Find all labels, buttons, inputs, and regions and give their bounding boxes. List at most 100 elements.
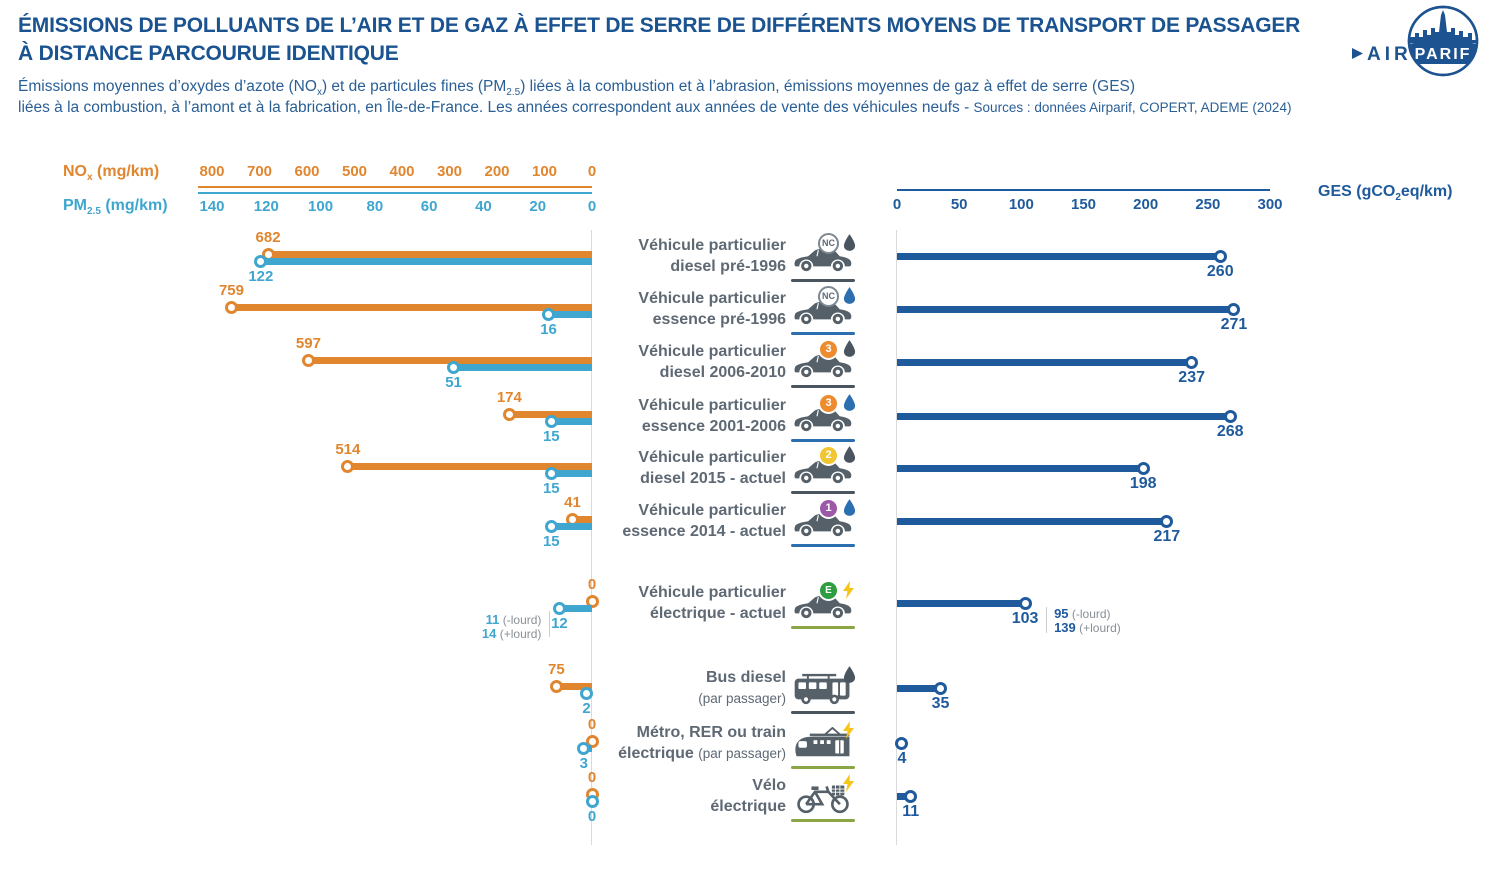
- nox-point: [301, 354, 315, 367]
- ges-value: 103: [1011, 610, 1039, 627]
- underline: [791, 766, 855, 769]
- nox-bar: [509, 411, 592, 418]
- ges-bar: [897, 306, 1234, 313]
- ges-bar: [897, 413, 1231, 420]
- pm-bar: [260, 258, 592, 265]
- ges-value: 11: [902, 803, 920, 820]
- row-label: Véhicule particulier diesel 2006-2010: [638, 343, 786, 381]
- pm-bar: [559, 605, 592, 612]
- underline: [791, 819, 855, 822]
- ges-point: [895, 737, 909, 750]
- ges-note-divider: [1046, 607, 1048, 633]
- critair-badge: 3: [818, 339, 839, 360]
- critair-badge: 3: [818, 393, 839, 414]
- fuel-droplet-icon: [843, 499, 856, 521]
- pm-bar: [551, 470, 592, 477]
- pm-tick: 60: [420, 198, 438, 215]
- nox-tick: 0: [587, 163, 597, 180]
- row-label: Véhicule particulier essence 2014 - actue…: [622, 502, 786, 540]
- airparif-logo: AIR PARIF: [1352, 5, 1479, 77]
- row-label: Bus diesel (par passager): [698, 669, 786, 706]
- pm-value: 0: [587, 808, 597, 825]
- underline: [791, 626, 855, 629]
- nox-axis-line: [198, 186, 592, 188]
- ges-bar: [897, 518, 1167, 525]
- underline: [791, 279, 855, 282]
- pm-value: 122: [248, 268, 274, 285]
- ges-value: 35: [931, 695, 950, 712]
- transport-row: 268 174 15 Véhicule particulier essence 2001…: [0, 378, 1494, 462]
- nox-bar: [572, 516, 592, 523]
- lightning-icon: [843, 581, 855, 604]
- ges-value: 271: [1220, 316, 1248, 333]
- pm-tick: 140: [199, 198, 225, 215]
- nox-tick: 600: [294, 163, 320, 180]
- row-label: Véhicule particulier essence 2001-2006: [638, 397, 786, 435]
- ges-value: 260: [1206, 263, 1234, 280]
- nox-point: [549, 680, 563, 693]
- transport-row: 4 0 3 Métro, RER ou train électrique (par pa…: [0, 705, 1494, 789]
- ges-tick: 200: [1133, 196, 1159, 213]
- nox-point: [502, 408, 516, 421]
- nox-tick: 700: [246, 163, 273, 180]
- nox-bar: [268, 251, 592, 258]
- nox-value: 0: [587, 769, 597, 786]
- ges-value: 268: [1216, 423, 1244, 440]
- fuel-droplet-icon: [843, 446, 856, 468]
- svg-text:AIR: AIR: [1367, 44, 1412, 65]
- row-label: Véhicule particulier diesel pré-1996: [638, 237, 786, 275]
- paris-skyline-icon: [1410, 10, 1476, 64]
- pm-point: [542, 308, 556, 321]
- ges-point: [904, 790, 918, 803]
- pm-point: [577, 742, 591, 755]
- nox-axis-label: NOx (mg/km): [63, 163, 160, 184]
- ges-bar: [897, 465, 1144, 472]
- ges-value: 237: [1178, 369, 1205, 386]
- underline: [791, 544, 855, 547]
- nox-value: 0: [587, 576, 597, 593]
- transport-row: 260 682 122 Véhicule particulier diesel pré-…: [0, 218, 1494, 302]
- car-icon: NC: [791, 233, 856, 284]
- critair-badge: 2: [818, 445, 839, 466]
- nox-value: 174: [496, 389, 522, 406]
- critair-badge: NC: [818, 233, 839, 254]
- subtitle-line2: liées à la combustion, à l’amont et à la…: [18, 99, 1292, 116]
- nox-point: [585, 595, 599, 608]
- pm-tick: 0: [587, 198, 597, 215]
- bus-icon: [791, 666, 855, 716]
- nox-value: 0: [587, 716, 597, 733]
- underline: [791, 711, 855, 714]
- ges-point: [1227, 303, 1241, 316]
- nox-tick: 200: [484, 163, 510, 180]
- transport-row: 271 759 16 Véhicule particulier essence pré-…: [0, 271, 1494, 355]
- ges-tick: 250: [1195, 196, 1221, 213]
- car-icon: 2: [791, 445, 856, 496]
- ges-tick: 50: [950, 196, 968, 213]
- fuel-droplet-icon: [843, 340, 856, 362]
- transport-row: 237 597 51 Véhicule particulier diesel 2006-…: [0, 324, 1494, 408]
- critair-badge: 1: [818, 498, 839, 519]
- ges-tick: 150: [1070, 196, 1097, 213]
- car-icon: 3: [791, 339, 856, 390]
- pm-bar: [551, 418, 592, 425]
- ges-axis-label: GES (gCO2eq/km): [1318, 183, 1453, 204]
- pm-point: [447, 361, 461, 374]
- pm-value: 2: [582, 700, 591, 717]
- nox-value: 75: [548, 661, 565, 678]
- nox-tick: 500: [341, 163, 368, 180]
- car-icon: E: [791, 580, 855, 631]
- fuel-droplet-icon: [843, 666, 856, 688]
- pm-bar: [548, 311, 592, 318]
- nox-tick: 800: [199, 163, 225, 180]
- pm-point: [254, 255, 268, 268]
- ges-value: 4: [897, 750, 907, 767]
- ges-tick: 100: [1008, 196, 1034, 213]
- ges-point: [1136, 462, 1150, 475]
- critair-badge: NC: [818, 286, 839, 307]
- page-title: ÉMISSIONS DE POLLUANTS DE L’AIR ET DE GA…: [18, 14, 1301, 65]
- ges-bar: [897, 600, 1026, 607]
- underline: [791, 439, 855, 442]
- lightning-icon: [843, 774, 855, 797]
- fuel-droplet-icon: [843, 234, 856, 256]
